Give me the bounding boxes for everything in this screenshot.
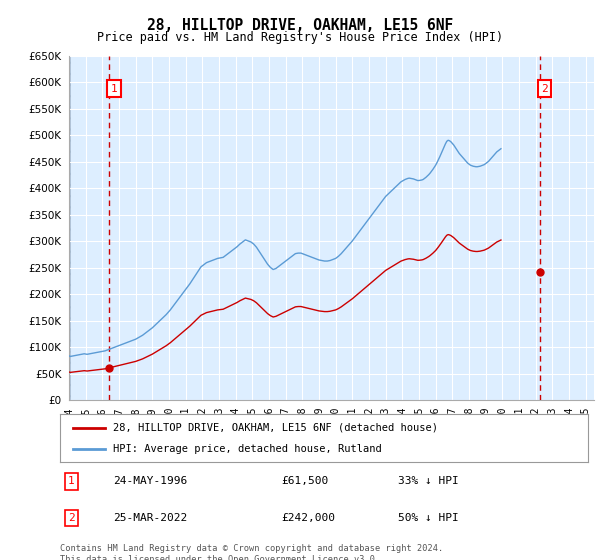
Text: HPI: Average price, detached house, Rutland: HPI: Average price, detached house, Rutl… <box>113 444 382 454</box>
Text: 33% ↓ HPI: 33% ↓ HPI <box>398 477 458 487</box>
Text: 28, HILLTOP DRIVE, OAKHAM, LE15 6NF: 28, HILLTOP DRIVE, OAKHAM, LE15 6NF <box>147 18 453 33</box>
Text: 50% ↓ HPI: 50% ↓ HPI <box>398 513 458 522</box>
Bar <box>69 56 70 400</box>
Text: Contains HM Land Registry data © Crown copyright and database right 2024.
This d: Contains HM Land Registry data © Crown c… <box>60 544 443 560</box>
Text: 28, HILLTOP DRIVE, OAKHAM, LE15 6NF (detached house): 28, HILLTOP DRIVE, OAKHAM, LE15 6NF (det… <box>113 423 438 433</box>
Text: Price paid vs. HM Land Registry's House Price Index (HPI): Price paid vs. HM Land Registry's House … <box>97 31 503 44</box>
Text: 2: 2 <box>541 83 548 94</box>
Text: £242,000: £242,000 <box>282 513 336 522</box>
Text: 1: 1 <box>68 477 74 487</box>
Text: 25-MAR-2022: 25-MAR-2022 <box>113 513 187 522</box>
Text: 1: 1 <box>110 83 117 94</box>
Text: 2: 2 <box>68 513 74 522</box>
Bar <box>69 56 70 400</box>
Text: 24-MAY-1996: 24-MAY-1996 <box>113 477 187 487</box>
Text: £61,500: £61,500 <box>282 477 329 487</box>
